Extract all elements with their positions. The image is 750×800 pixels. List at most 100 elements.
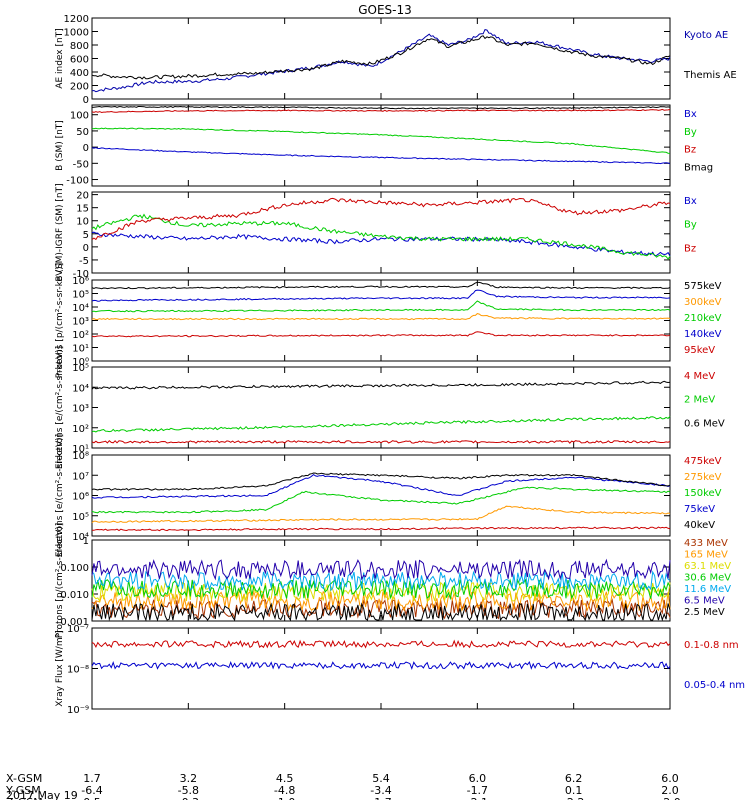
- series-line: [91, 472, 671, 491]
- series-line: [91, 197, 671, 241]
- legend-label: 140keV: [684, 329, 722, 340]
- y-tick-label: 10⁶: [72, 276, 89, 287]
- y-tick-label: 0: [83, 143, 89, 154]
- legend-label: Bz: [684, 145, 696, 156]
- series-line: [91, 331, 671, 338]
- panel-7: 0.001 0.010 0.100 1 Protons [p/(cm²-s-sr-keV…: [55, 523, 731, 639]
- y-tick-label: 10: [76, 217, 89, 228]
- series-line: [91, 231, 671, 257]
- y-tick-label: 10⁶: [72, 492, 89, 503]
- y-tick-label: 1: [83, 536, 89, 547]
- x-cell: -2.2: [563, 796, 584, 800]
- x-cell: -1.7: [467, 784, 488, 797]
- legend-label: 6.5 MeV: [684, 596, 725, 607]
- y-axis-label: Protons [p/(cm²-s-sr-keV)]: [55, 263, 65, 379]
- y-axis-label: B (SM) [nT]: [55, 120, 65, 171]
- panel-4: 10⁰ 10¹ 10² 10³ 10⁴ 10⁵ 10⁶ Protons [p/(cm²-s-s…: [55, 263, 722, 379]
- y-tick-label: -5: [79, 256, 89, 267]
- x-cell: 2.0: [661, 784, 679, 797]
- series-line: [91, 147, 671, 165]
- x-cell: 6.0: [661, 772, 679, 785]
- series-line: [91, 578, 671, 601]
- y-tick-label: 600: [70, 55, 89, 66]
- x-cell: 0.1: [565, 784, 583, 797]
- y-tick-label: 10⁻⁸: [67, 665, 89, 676]
- y-axis-label: Electrons [e/(cm²-s-sr-keV)]: [55, 434, 65, 557]
- y-tick-label: 50: [76, 127, 89, 138]
- legend-label: 11.6 MeV: [684, 584, 731, 595]
- x-cell: 6.2: [565, 772, 583, 785]
- legend-label: 210keV: [684, 313, 722, 324]
- series-line: [91, 526, 671, 532]
- series-line: [91, 213, 671, 260]
- legend-label: 0.6 MeV: [684, 418, 725, 429]
- series-line: [91, 473, 671, 499]
- y-tick-label: 0: [83, 95, 89, 106]
- legend-label: 0.05-0.4 nm: [684, 680, 745, 691]
- legend-label: 4 MeV: [684, 371, 715, 382]
- series-line: [91, 281, 671, 290]
- x-row-label: Z-GSM: [6, 796, 43, 800]
- y-tick-label: 10¹: [72, 344, 89, 355]
- y-tick-label: 10⁰: [72, 357, 89, 368]
- series-line: [91, 660, 671, 670]
- y-tick-label: -10: [73, 269, 89, 280]
- panel-frame: [91, 454, 671, 537]
- series-line: [91, 570, 671, 592]
- panel-1: 0 200 400 600 800 1000 1200 AE index [nT] Kyoto …: [55, 14, 737, 106]
- series-line: [91, 127, 671, 154]
- legend-label: 475keV: [684, 456, 722, 467]
- legend-label: By: [684, 127, 697, 138]
- series-line: [91, 300, 671, 313]
- y-axis-label: Xray Flux [W/m²]: [55, 630, 65, 706]
- y-axis-label: Protons [p/(cm²-s-sr-keV)]: [55, 523, 65, 639]
- y-tick-label: 0.100: [60, 563, 89, 574]
- x-cell: 5.4: [372, 772, 390, 785]
- y-tick-label: 10⁴: [72, 383, 89, 394]
- legend-label: Bx: [684, 196, 697, 207]
- series-line: [91, 108, 671, 114]
- legend-label: Bz: [684, 243, 696, 254]
- panel-frame: [91, 627, 671, 710]
- legend-label: 150keV: [684, 488, 722, 499]
- panel-frame: [91, 104, 671, 187]
- series-line: [91, 105, 671, 110]
- series-line: [91, 505, 671, 523]
- x-cell: 1.7: [83, 772, 101, 785]
- panel-frame: [91, 279, 671, 362]
- y-tick-label: 10⁵: [72, 290, 89, 301]
- panel-frame: [91, 17, 671, 100]
- series-line: [91, 35, 671, 80]
- y-tick-label: 1200: [64, 14, 89, 25]
- y-tick-label: 10⁻⁷: [67, 624, 89, 635]
- x-cell: 3.2: [180, 772, 198, 785]
- date-label: 2017 May 19: [6, 789, 78, 800]
- legend-label: Kyoto AE: [684, 30, 728, 41]
- y-tick-label: 10⁵: [72, 363, 89, 374]
- x-axis-table: X-GSMY-GSMZ-GSMMLThhmm1.7-6.40.56.812003…: [5, 772, 681, 800]
- y-tick-label: 0.010: [60, 590, 89, 601]
- y-tick-label: 10⁵: [72, 512, 89, 523]
- y-tick-label: 1000: [64, 28, 89, 39]
- series-line: [91, 590, 671, 612]
- x-cell: -0.3: [178, 796, 199, 800]
- y-tick-label: 10²: [72, 330, 89, 341]
- legend-label: 95keV: [684, 345, 715, 356]
- x-cell: -5.8: [178, 784, 199, 797]
- y-tick-label: 10⁸: [72, 451, 89, 462]
- x-cell: -1.0: [274, 796, 295, 800]
- x-cell: -1.7: [370, 796, 391, 800]
- y-axis-label: AE index [nT]: [55, 28, 65, 88]
- x-cell: 6.0: [469, 772, 487, 785]
- x-cell: -6.4: [81, 784, 102, 797]
- series-line: [91, 313, 671, 321]
- y-tick-label: 15: [76, 204, 89, 215]
- series-line: [91, 29, 671, 93]
- y-tick-label: 10⁴: [72, 303, 89, 314]
- y-tick-label: 0: [83, 243, 89, 254]
- y-tick-label: 20: [76, 191, 89, 202]
- panel-2: -100 -50 0 50 100 B (SM) [nT] Bx By Bz Bmag: [55, 104, 713, 187]
- legend-label: Bmag: [684, 162, 713, 173]
